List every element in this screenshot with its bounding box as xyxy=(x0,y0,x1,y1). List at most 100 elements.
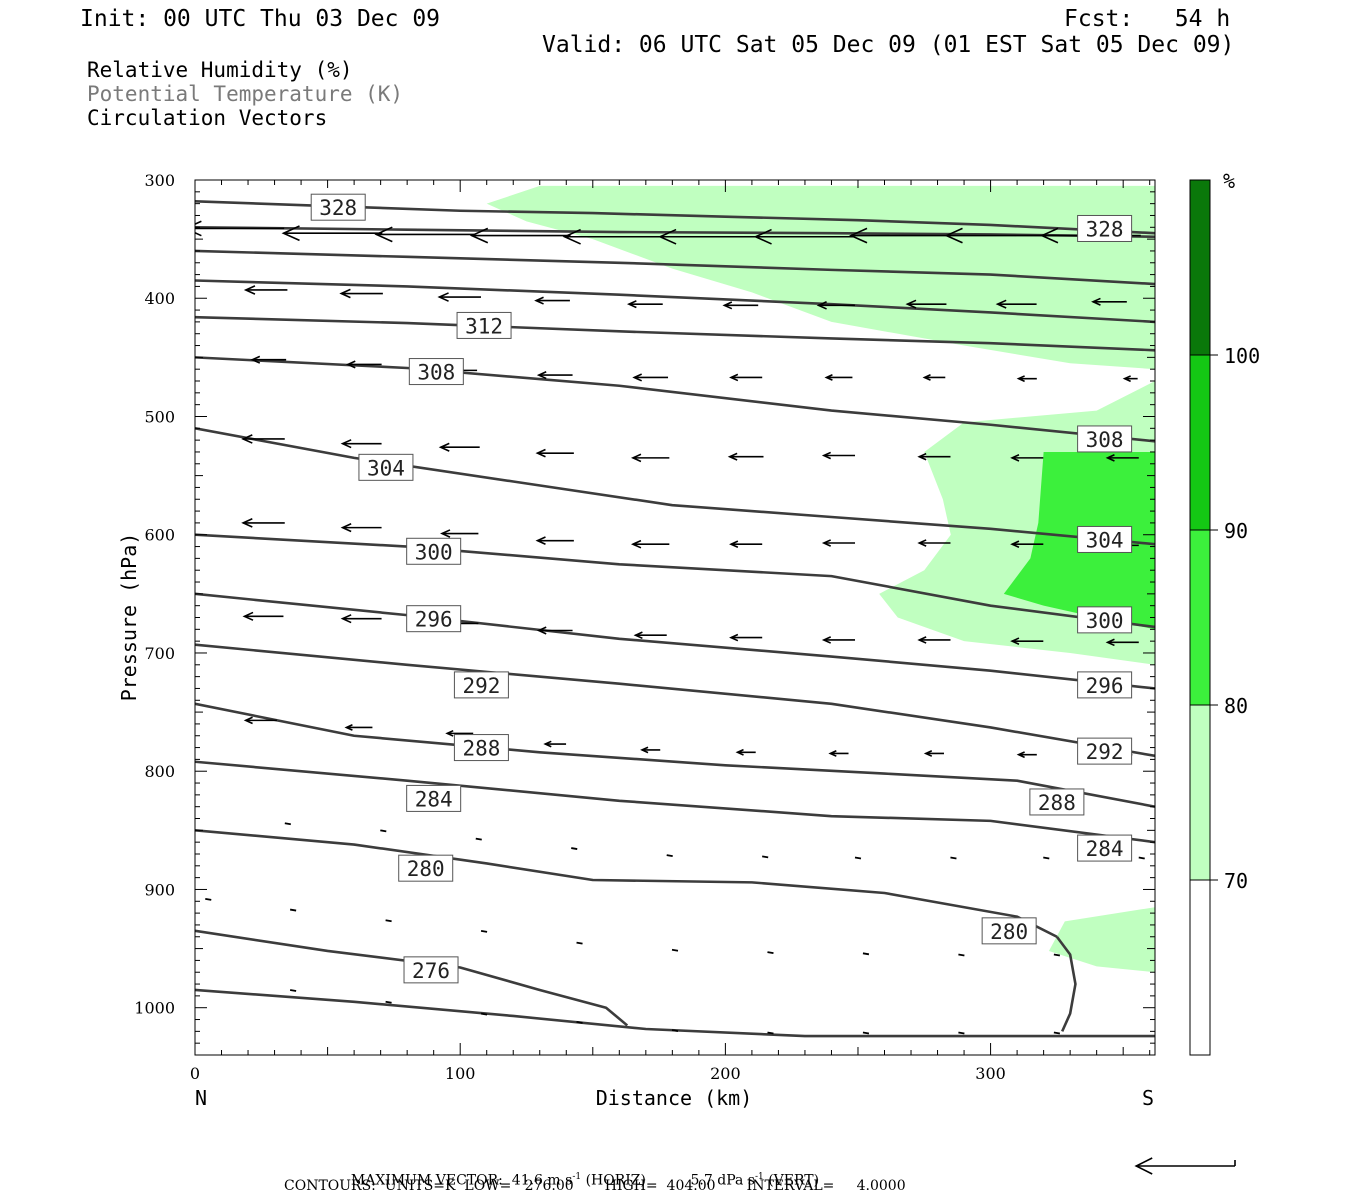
contour-label-308: 308 xyxy=(408,358,464,386)
vector-37 xyxy=(917,452,951,461)
vector-60 xyxy=(243,716,277,725)
vector-head xyxy=(729,633,739,642)
vector-97 xyxy=(958,1031,965,1035)
contour-label-box xyxy=(398,854,454,882)
vector-3 xyxy=(469,227,571,244)
vector-95 xyxy=(767,1031,774,1035)
legend-vectors: Circulation Vectors xyxy=(87,106,328,130)
vert-exponent: -1 xyxy=(754,1172,764,1182)
vector-head xyxy=(821,451,832,460)
vector-head xyxy=(440,529,451,538)
vector-head xyxy=(242,611,254,621)
vector-7 xyxy=(849,227,950,244)
isentrope-288-10 xyxy=(195,702,1155,808)
contour-label-text: 276 xyxy=(412,959,450,983)
vector-shaft xyxy=(862,1031,870,1035)
vector-shaft xyxy=(480,1012,488,1016)
vector-head xyxy=(243,716,253,725)
vector-head xyxy=(1105,638,1115,647)
vector-4 xyxy=(562,228,664,245)
vector-66 xyxy=(828,750,849,757)
contour-label-box xyxy=(406,784,462,812)
valid-time: Valid: 06 UTC Sat 05 Dec 09 (01 EST Sat … xyxy=(542,32,1235,58)
vector-head xyxy=(658,228,677,245)
vector-head xyxy=(241,518,253,528)
vector-68 xyxy=(1016,751,1037,759)
contour-label-text: 300 xyxy=(1086,609,1124,633)
vector-head xyxy=(917,636,927,644)
vector-29 xyxy=(1122,375,1138,383)
vector-15 xyxy=(722,301,759,310)
y-tick-label-1000: 1000 xyxy=(134,999,175,1018)
vector-head xyxy=(536,626,547,635)
isentrope-280-12 xyxy=(195,829,1058,938)
isentrope-280-14 xyxy=(1055,935,1077,1032)
vector-10 xyxy=(243,285,288,295)
vector-18 xyxy=(995,299,1037,309)
x-axis: 0 100 200 300 xyxy=(190,180,1151,1083)
vector-13 xyxy=(534,296,570,305)
x-axis-label: Distance (km) xyxy=(596,1086,753,1110)
vector-shaft xyxy=(571,847,578,850)
vector-20 xyxy=(250,355,287,364)
vector-shaft xyxy=(1043,856,1050,860)
vector-head xyxy=(626,300,637,309)
vector-head xyxy=(340,614,352,624)
contour-label-text: 284 xyxy=(415,787,453,811)
vector-80 xyxy=(289,908,297,912)
x-end-label-south: S xyxy=(1142,1086,1154,1110)
vector-head xyxy=(438,442,450,452)
contour-label-328: 328 xyxy=(310,193,366,221)
vector-11 xyxy=(339,288,383,299)
vector-33 xyxy=(535,448,574,458)
vector-36 xyxy=(821,451,856,460)
vector-head xyxy=(534,296,544,305)
vector-head xyxy=(1040,227,1059,244)
max-horiz-value: 41.6 m s xyxy=(511,1172,573,1189)
vector-41 xyxy=(340,523,382,533)
vector-shaft xyxy=(1053,953,1061,957)
vector-shaft xyxy=(385,1000,392,1004)
vector-head xyxy=(729,540,739,549)
contour-label-box xyxy=(981,917,1037,945)
vector-65 xyxy=(735,748,756,756)
colorbar-segment-2 xyxy=(1189,529,1211,706)
vector-shaft xyxy=(854,856,862,860)
vector-shaft xyxy=(480,929,488,933)
contour-label-304: 304 xyxy=(1077,525,1133,553)
vector-shaft xyxy=(671,948,679,952)
colorbar-label-80: 80 xyxy=(1224,694,1248,718)
horiz-exponent: -1 xyxy=(572,1172,582,1182)
isentrope-296-8 xyxy=(195,592,1155,690)
vector-head xyxy=(905,299,917,309)
vector-43 xyxy=(535,536,574,545)
vector-57 xyxy=(917,636,951,644)
vector-35 xyxy=(727,452,764,461)
contour-label-300: 300 xyxy=(406,537,462,565)
vector-head xyxy=(729,373,739,382)
contour-label-text: 328 xyxy=(319,196,357,220)
y-tick-label-300: 300 xyxy=(144,171,175,190)
vector-head xyxy=(345,360,356,369)
vector-head xyxy=(344,724,353,731)
vector-40 xyxy=(241,518,285,528)
colorbar-label-70: 70 xyxy=(1224,869,1248,893)
vector-head xyxy=(816,301,827,310)
vector-head xyxy=(630,539,642,549)
contour-label-box xyxy=(358,453,414,481)
vector-91 xyxy=(385,1000,392,1004)
contour-label-276: 276 xyxy=(403,956,459,984)
vector-shaft xyxy=(950,856,957,860)
y-tick-label-500: 500 xyxy=(144,407,175,426)
vector-1 xyxy=(281,225,383,242)
colorbar-label-100: 100 xyxy=(1224,344,1260,368)
vector-24 xyxy=(632,373,669,382)
contour-label-box xyxy=(1077,425,1133,453)
colorbar-unit: % xyxy=(1223,169,1235,193)
x-end-label-north: N xyxy=(195,1086,207,1110)
contour-label-284: 284 xyxy=(1077,834,1133,862)
init-time: Init: 00 UTC Thu 03 Dec 09 xyxy=(80,6,441,32)
vector-98 xyxy=(1053,1031,1061,1035)
contour-label-box xyxy=(406,605,462,633)
vector-head xyxy=(535,448,546,458)
